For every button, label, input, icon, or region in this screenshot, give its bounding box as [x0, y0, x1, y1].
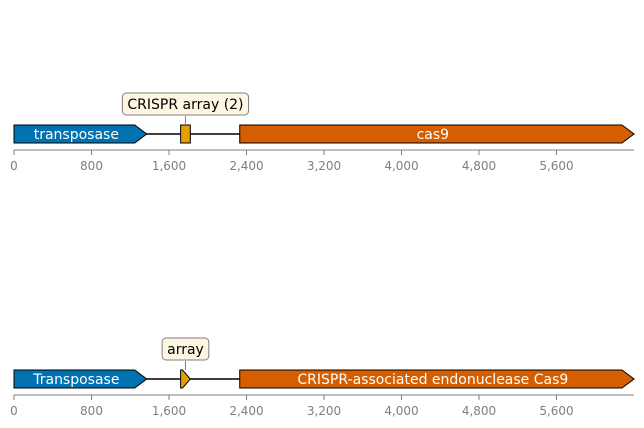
axis-tick-label: 5,600	[539, 159, 573, 173]
axis-tick-label: 1,600	[152, 159, 186, 173]
annotation-label: array	[167, 342, 204, 358]
axis-tick-label: 5,600	[539, 404, 573, 418]
gene-feature-label: Transposase	[32, 372, 119, 388]
gene-feature	[180, 369, 191, 389]
gene-track: 0 800 1,600 2,400 3,200 4,000 4,800 5,600 transp…	[10, 92, 635, 173]
axis-tick-label: 3,200	[307, 404, 341, 418]
axis-tick-label: 2,400	[229, 159, 263, 173]
axis-tick-label: 3,200	[307, 159, 341, 173]
gene-feature-label: CRISPR-associated endonuclease Cas9	[297, 372, 568, 388]
gene-feature	[180, 124, 191, 144]
gene-feature	[239, 369, 635, 389]
axis-tick-label: 0	[10, 404, 18, 418]
axis-tick-label: 800	[80, 159, 103, 173]
axis-tick-label: 0	[10, 159, 18, 173]
gene-feature	[239, 124, 635, 144]
gene-feature-label: transposase	[34, 127, 119, 143]
gene-feature	[13, 124, 148, 144]
axis-tick-label: 4,000	[384, 159, 418, 173]
gene-feature	[13, 369, 148, 389]
axis-tick-label: 4,000	[384, 404, 418, 418]
axis-tick-label: 2,400	[229, 404, 263, 418]
axis-tick-label: 800	[80, 404, 103, 418]
axis-tick-label: 1,600	[152, 404, 186, 418]
annotation-label: CRISPR array (2)	[127, 97, 243, 113]
annotation-box	[121, 92, 250, 116]
annotation-box	[161, 337, 210, 361]
axis-tick-label: 4,800	[462, 404, 496, 418]
gene-track: 0 800 1,600 2,400 3,200 4,000 4,800 5,600 Transp…	[10, 337, 635, 418]
axis-tick-label: 4,800	[462, 159, 496, 173]
gene-feature-label: cas9	[417, 127, 449, 143]
